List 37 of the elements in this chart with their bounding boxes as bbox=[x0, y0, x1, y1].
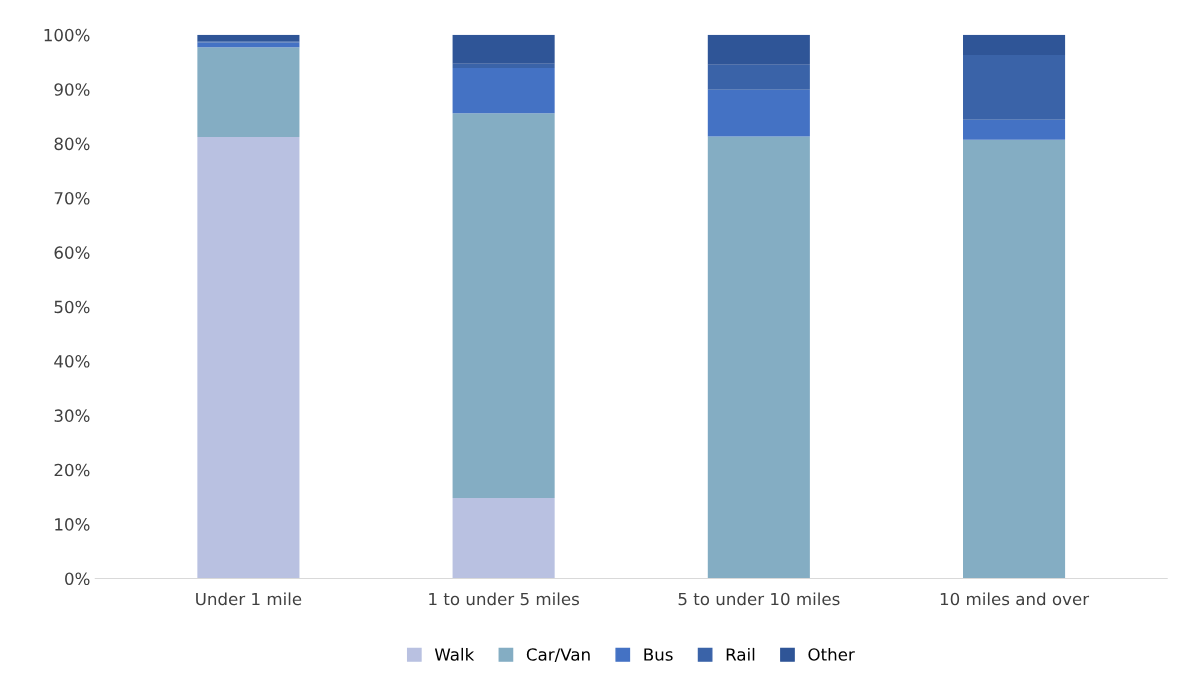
bar bbox=[197, 137, 300, 579]
y-tick-label: 0% bbox=[65, 572, 90, 586]
bar bbox=[707, 34, 810, 65]
legend-label: Rail bbox=[726, 647, 755, 661]
bar bbox=[197, 47, 300, 138]
bar bbox=[707, 136, 810, 579]
bar bbox=[707, 89, 810, 137]
legend-label: Car/Van bbox=[526, 648, 590, 663]
bar bbox=[963, 119, 1066, 140]
y-tick-label: 40% bbox=[54, 355, 90, 368]
bar bbox=[963, 139, 1066, 579]
bar bbox=[452, 63, 555, 69]
bar bbox=[197, 42, 300, 48]
y-tick-label: 10% bbox=[55, 518, 90, 531]
y-tick-label: 90% bbox=[54, 83, 90, 96]
y-tick-label: 50% bbox=[54, 300, 90, 314]
x-tick-label: 5 to under 10 miles bbox=[678, 592, 840, 606]
y-tick-label: 80% bbox=[54, 137, 90, 151]
bar bbox=[707, 64, 810, 90]
y-tick-label: 20% bbox=[54, 463, 90, 477]
x-tick-label: 1 to under 5 miles bbox=[429, 592, 579, 606]
y-tick-label: 60% bbox=[54, 246, 90, 259]
bar bbox=[963, 34, 1066, 55]
y-tick-label: 100% bbox=[44, 28, 90, 42]
legend-label: Bus bbox=[644, 648, 673, 661]
y-tick-label: 30% bbox=[54, 409, 90, 422]
bar bbox=[452, 498, 555, 579]
bar bbox=[963, 54, 1066, 120]
x-tick-label: Under 1 mile bbox=[196, 592, 302, 606]
bar bbox=[452, 113, 555, 499]
legend-label: Other bbox=[808, 647, 855, 661]
y-tick-label: 70% bbox=[54, 191, 90, 205]
bar bbox=[197, 34, 300, 42]
x-tick-label: 10 miles and over bbox=[940, 592, 1090, 606]
legend-label: Walk bbox=[434, 647, 475, 661]
bar bbox=[452, 34, 555, 64]
bar bbox=[452, 68, 555, 114]
